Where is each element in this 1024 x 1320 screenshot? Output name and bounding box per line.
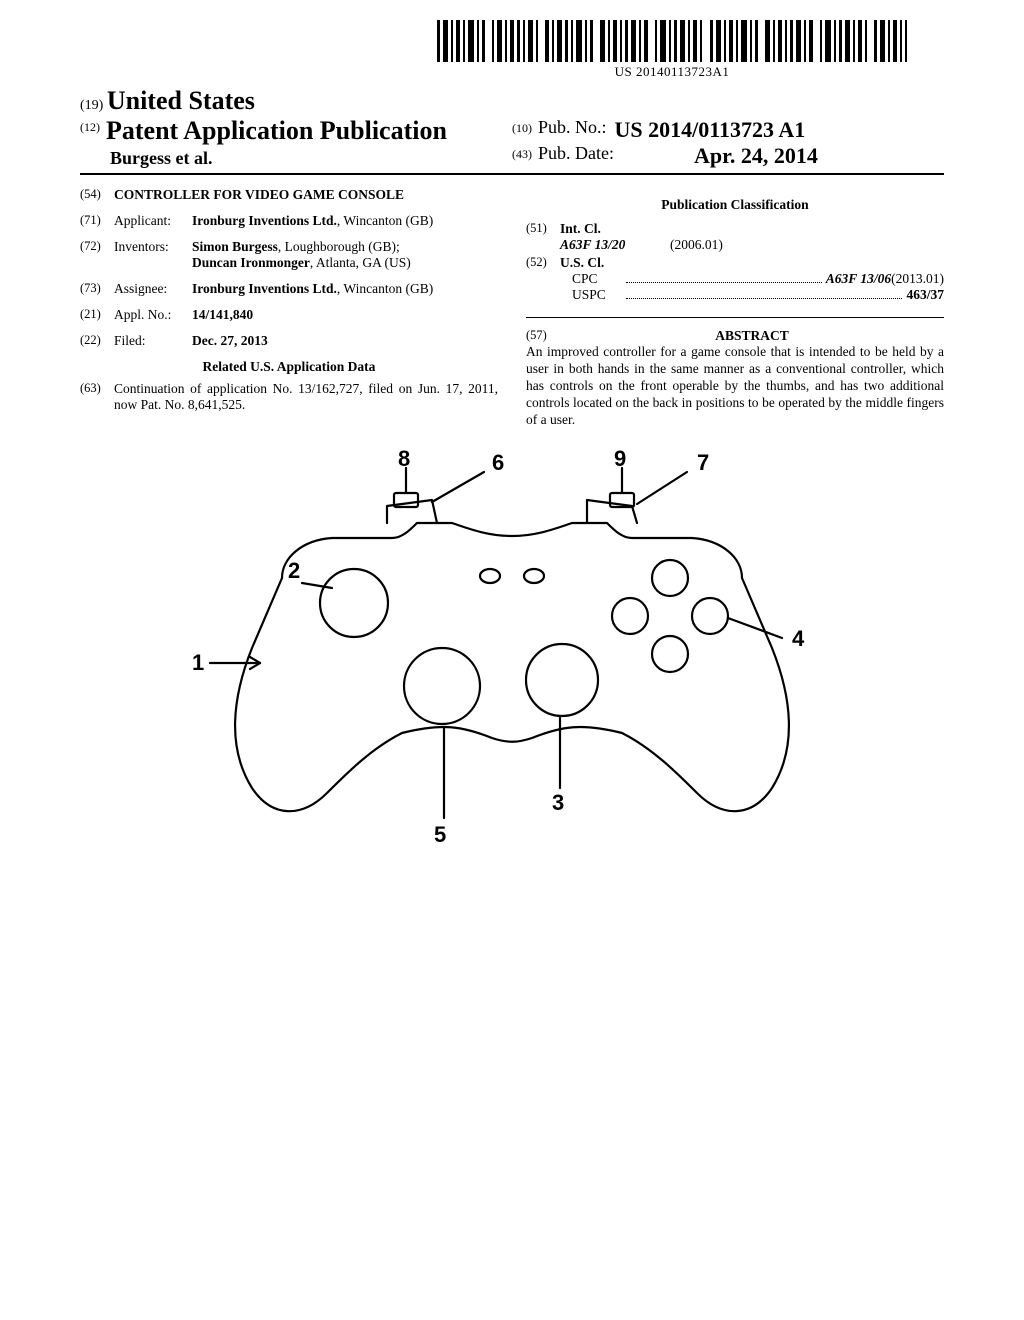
- intcl-code: A63F 13/20: [560, 237, 670, 253]
- barcode-block: US 20140113723A1: [400, 20, 944, 80]
- fig-ref-8: 8: [398, 448, 410, 471]
- cpc-date: (2013.01): [891, 271, 944, 287]
- fig-ref-4: 4: [792, 626, 805, 651]
- inventors-label: Inventors:: [114, 239, 192, 271]
- left-column: (54) CONTROLLER FOR VIDEO GAME CONSOLE (…: [80, 187, 498, 428]
- inid-71: (71): [80, 213, 114, 229]
- divider: [526, 317, 944, 318]
- applicant-name: Ironburg Inventions Ltd.: [192, 213, 337, 228]
- assignee-label: Assignee:: [114, 281, 192, 297]
- inid-21: (21): [80, 307, 114, 323]
- barcode: [400, 20, 944, 62]
- inid-73: (73): [80, 281, 114, 297]
- applicant-value: Ironburg Inventions Ltd., Wincanton (GB): [192, 213, 498, 229]
- abstract-heading: ABSTRACT: [715, 328, 789, 343]
- dot-leader: [626, 271, 822, 283]
- applicant-loc: , Wincanton (GB): [337, 213, 433, 228]
- invention-title: CONTROLLER FOR VIDEO GAME CONSOLE: [114, 187, 498, 203]
- inid-52: (52): [526, 255, 560, 303]
- fig-ref-2: 2: [288, 558, 300, 583]
- applicant-label: Applicant:: [114, 213, 192, 229]
- fig-ref-7: 7: [697, 450, 709, 475]
- inventor-2-name: Duncan Ironmonger: [192, 255, 310, 270]
- inventors-value: Simon Burgess, Loughborough (GB); Duncan…: [192, 239, 498, 271]
- assignee-loc: , Wincanton (GB): [337, 281, 433, 296]
- right-column: Publication Classification (51) Int. Cl.…: [526, 187, 944, 428]
- abstract-body: An improved controller for a game consol…: [526, 344, 944, 428]
- applno-value: 14/141,840: [192, 307, 498, 323]
- patent-figure: 1 2 3 4 5 6 7 8 9: [80, 448, 944, 868]
- applno-label: Appl. No.:: [114, 307, 192, 323]
- continuation-text: Continuation of application No. 13/162,7…: [114, 381, 498, 413]
- inventor-2-loc: , Atlanta, GA (US): [310, 255, 411, 270]
- publication-type: Patent Application Publication: [106, 116, 447, 146]
- barcode-text: US 20140113723A1: [400, 64, 944, 80]
- intcl-label: Int. Cl.: [560, 221, 601, 236]
- intcl-date: (2006.01): [670, 237, 723, 253]
- fig-ref-6: 6: [492, 450, 504, 475]
- inventor-1-loc: , Loughborough (GB);: [278, 239, 400, 254]
- uscl-label: U.S. Cl.: [560, 255, 604, 270]
- assignee-name: Ironburg Inventions Ltd.: [192, 281, 337, 296]
- inid-57: (57): [526, 328, 560, 344]
- publication-date: Apr. 24, 2014: [694, 143, 818, 169]
- inid-12: (12): [80, 120, 100, 146]
- cpc-label: CPC: [572, 271, 622, 287]
- uspc-value: 463/37: [906, 287, 944, 303]
- inid-43: (43): [512, 147, 532, 169]
- filed-label: Filed:: [114, 333, 192, 349]
- dot-leader: [626, 287, 902, 299]
- publication-number: US 2014/0113723 A1: [615, 117, 806, 143]
- publication-classification-heading: Publication Classification: [526, 197, 944, 213]
- inventor-1-name: Simon Burgess: [192, 239, 278, 254]
- pubno-label: Pub. No.:: [538, 117, 607, 143]
- fig-ref-5: 5: [434, 822, 446, 847]
- bibliographic-header: (19) United States (12) Patent Applicati…: [80, 86, 944, 175]
- fig-ref-9: 9: [614, 448, 626, 471]
- pubdate-label: Pub. Date:: [538, 143, 614, 169]
- inid-63: (63): [80, 381, 114, 413]
- assignee-value: Ironburg Inventions Ltd., Wincanton (GB): [192, 281, 498, 297]
- inid-54: (54): [80, 187, 114, 203]
- filed-value: Dec. 27, 2013: [192, 333, 498, 349]
- uspc-label: USPC: [572, 287, 622, 303]
- inventors-short: Burgess et al.: [110, 148, 512, 169]
- inid-10: (10): [512, 121, 532, 143]
- inid-51: (51): [526, 221, 560, 253]
- country-name: United States: [107, 86, 255, 115]
- fig-ref-1: 1: [192, 650, 204, 675]
- fig-ref-3: 3: [552, 790, 564, 815]
- inid-19: (19): [80, 98, 103, 113]
- related-app-data-heading: Related U.S. Application Data: [80, 359, 498, 375]
- inid-72: (72): [80, 239, 114, 271]
- inid-22: (22): [80, 333, 114, 349]
- cpc-value: A63F 13/06: [826, 271, 891, 287]
